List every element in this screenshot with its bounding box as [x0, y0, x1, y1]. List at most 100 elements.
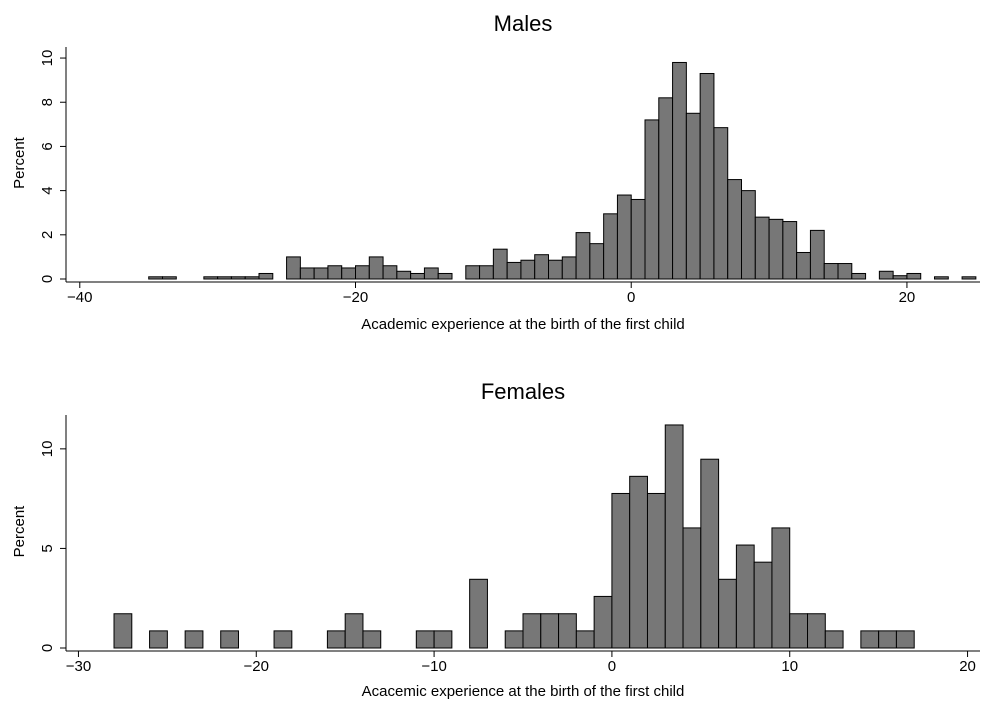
bar	[506, 261, 522, 280]
bar	[575, 232, 591, 280]
y-tick-label: 0	[39, 275, 56, 283]
bar	[807, 613, 826, 649]
bar	[593, 595, 613, 649]
bar	[410, 272, 425, 280]
bar	[878, 630, 897, 649]
bar	[326, 630, 346, 649]
bar	[504, 630, 524, 649]
bar	[768, 218, 784, 280]
y-axis-label: Percent	[11, 136, 28, 189]
y-tick-label: 8	[39, 98, 56, 106]
bar	[611, 492, 631, 649]
bar	[658, 97, 674, 280]
x-axis-label: Acacemic experience at the birth of the …	[362, 683, 685, 700]
y-tick-label: 10	[39, 50, 56, 67]
x-tick-label: 20	[959, 658, 976, 675]
bar	[809, 229, 825, 280]
bar	[685, 112, 701, 280]
bar	[469, 578, 488, 649]
bar	[753, 561, 773, 649]
bar	[754, 216, 770, 280]
bar	[313, 267, 329, 280]
y-tick-label: 4	[39, 186, 56, 194]
bar	[273, 630, 293, 649]
bar	[548, 259, 563, 280]
x-tick-label: 0	[627, 289, 635, 306]
chart-title: Females	[481, 379, 565, 404]
y-axis-label: Percent	[11, 505, 28, 558]
bar	[561, 256, 577, 280]
bar	[355, 265, 370, 280]
bar	[522, 613, 542, 649]
bar	[823, 263, 839, 280]
bar	[603, 213, 618, 280]
bar	[837, 263, 853, 280]
y-tick-label: 0	[39, 644, 56, 652]
bar	[629, 475, 648, 649]
bar	[771, 527, 791, 649]
bar	[540, 613, 560, 649]
bar	[148, 276, 164, 280]
bar	[782, 221, 798, 280]
bar	[382, 265, 398, 280]
bar	[934, 276, 949, 280]
bar	[824, 630, 844, 649]
bar	[789, 613, 809, 649]
x-tick-label: −20	[343, 289, 368, 306]
bar	[700, 458, 720, 649]
bar	[341, 267, 357, 280]
chart-title: Males	[494, 11, 553, 36]
bar	[437, 272, 453, 280]
x-tick-label: −10	[421, 658, 446, 675]
bar	[851, 272, 867, 280]
x-tick-label: 10	[781, 658, 798, 675]
bar	[286, 256, 301, 280]
bar	[892, 275, 908, 280]
y-tick-label: 5	[39, 544, 56, 552]
bar	[184, 630, 204, 649]
bar	[699, 73, 715, 280]
bar	[113, 613, 133, 649]
bar	[589, 243, 605, 280]
bar	[534, 254, 550, 280]
bar	[672, 61, 687, 280]
bar	[433, 630, 453, 649]
bar	[906, 272, 922, 280]
bar	[344, 613, 364, 649]
bar	[895, 630, 915, 649]
bar	[664, 424, 684, 649]
bar	[396, 270, 412, 280]
bar	[479, 265, 494, 280]
bar	[644, 119, 660, 280]
bar	[299, 267, 315, 280]
y-tick-label: 10	[39, 441, 56, 458]
bar	[630, 198, 646, 280]
bar	[230, 276, 246, 280]
bar	[423, 267, 439, 280]
bar	[741, 190, 756, 280]
bar	[616, 194, 632, 280]
bar	[258, 272, 274, 280]
bar	[718, 578, 737, 649]
x-tick-label: −20	[244, 658, 269, 675]
x-tick-label: 0	[608, 658, 616, 675]
bar	[368, 256, 384, 280]
y-tick-label: 6	[39, 142, 56, 150]
x-tick-label: 20	[899, 289, 916, 306]
bar	[727, 179, 743, 280]
bar	[220, 630, 239, 649]
bar	[362, 630, 382, 649]
x-axis-label: Academic experience at the birth of the …	[361, 316, 685, 333]
bar	[203, 276, 219, 280]
bar	[961, 276, 977, 280]
y-tick-label: 2	[39, 231, 56, 239]
bar	[217, 276, 232, 280]
x-tick-label: −30	[66, 658, 91, 675]
bar	[162, 276, 177, 280]
bar	[520, 259, 536, 280]
bar	[558, 613, 577, 649]
bar	[735, 544, 755, 649]
bar	[149, 630, 168, 649]
bar	[878, 270, 894, 280]
